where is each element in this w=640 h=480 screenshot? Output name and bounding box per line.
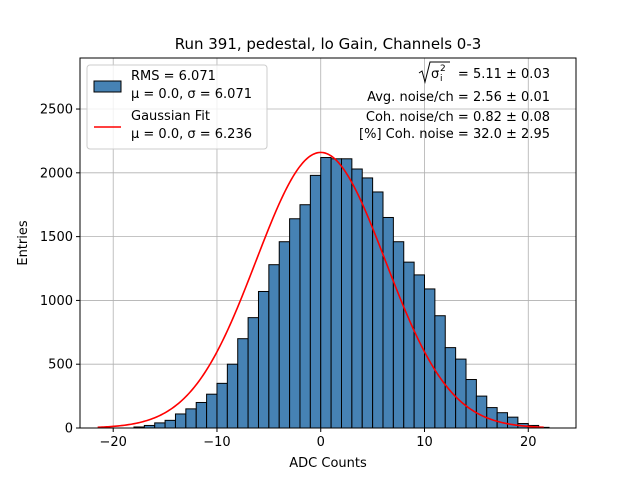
histogram-bar xyxy=(154,422,166,429)
legend: RMS = 6.071 μ = 0.0, σ = 6.071 Gaussian … xyxy=(86,64,268,150)
avg-noise-text: Avg. noise/ch = 2.56 ± 0.01 xyxy=(367,90,550,105)
sigma-symbol: σ xyxy=(431,67,439,82)
y-tick-label: 2500 xyxy=(40,103,73,118)
legend-frame xyxy=(86,64,268,150)
histogram-bar xyxy=(382,216,394,429)
histogram-bar xyxy=(403,261,415,429)
y-tick-label: 0 xyxy=(65,422,73,437)
pct-coh-noise-text: [%] Coh. noise = 32.0 ± 2.95 xyxy=(359,127,550,142)
y-axis-ticks: 0 500 1000 1500 2000 2500 xyxy=(40,103,80,437)
plot-frame xyxy=(79,57,577,429)
y-tick-label: 1000 xyxy=(40,294,73,309)
x-axis-ticks: −20 −10 0 10 20 xyxy=(99,428,537,450)
legend-patch-histogram xyxy=(93,80,122,93)
x-tick-label: 0 xyxy=(317,435,325,450)
chart-title: Run 391, pedestal, lo Gain, Channels 0-3 xyxy=(175,35,482,53)
noise-statistics: σ 2 i = 5.11 ± 0.03 Avg. noise/ch = 2.56… xyxy=(359,61,550,142)
histogram-bar xyxy=(351,168,363,429)
x-axis-label: ADC Counts xyxy=(289,456,367,471)
legend-fit-line2: μ = 0.0, σ = 6.236 xyxy=(131,127,252,142)
histogram-bar xyxy=(289,218,301,429)
histogram-bar xyxy=(299,204,311,429)
y-tick-label: 2000 xyxy=(40,166,73,181)
x-tick-label: 20 xyxy=(520,435,537,450)
legend-fit-line1: Gaussian Fit xyxy=(131,109,210,124)
histogram-bar xyxy=(475,395,488,429)
x-tick-label: 10 xyxy=(416,435,433,450)
y-tick-label: 1500 xyxy=(40,230,73,245)
histogram-bar xyxy=(278,241,291,429)
sigma-superscript: 2 xyxy=(440,64,446,74)
histogram-bar xyxy=(185,408,197,429)
histogram-bar xyxy=(340,158,353,429)
histogram-bar xyxy=(195,401,208,429)
x-tick-label: −20 xyxy=(99,435,126,450)
histogram-bar xyxy=(206,393,218,429)
histogram-bar xyxy=(309,174,322,429)
histogram-bar xyxy=(455,358,467,429)
legend-histogram-line2: μ = 0.0, σ = 6.071 xyxy=(131,87,252,102)
coh-noise-text: Coh. noise/ch = 0.82 ± 0.08 xyxy=(366,110,550,125)
histogram-bar xyxy=(247,317,259,429)
gaussian-fit-curve xyxy=(97,151,544,429)
histogram-bar xyxy=(424,288,436,429)
sqrt-sigma-annotation: σ 2 i = 5.11 ± 0.03 xyxy=(418,61,550,84)
histogram-bar xyxy=(413,274,426,429)
histogram-bar xyxy=(268,264,280,429)
legend-histogram-line1: RMS = 6.071 xyxy=(131,69,216,84)
histogram-bar xyxy=(174,413,187,429)
histogram-bar xyxy=(320,157,332,429)
histogram-bar xyxy=(507,416,519,429)
histogram-bar xyxy=(330,158,342,429)
histogram-bar xyxy=(226,363,239,429)
histogram-bar xyxy=(164,419,176,429)
histogram-bar xyxy=(496,412,509,429)
sigma-subscript: i xyxy=(440,74,443,84)
histogram-bar xyxy=(465,379,477,429)
y-tick-label: 500 xyxy=(48,358,73,373)
sqrt-sigma-value: = 5.11 ± 0.03 xyxy=(454,67,550,82)
histogram-bar xyxy=(372,191,384,429)
y-axis-label: Entries xyxy=(16,220,31,266)
histogram-bar xyxy=(257,290,270,429)
histogram-bar xyxy=(392,241,405,429)
sqrt-symbol-icon xyxy=(418,61,450,84)
x-tick-label: −10 xyxy=(203,435,230,450)
histogram-bar xyxy=(216,382,228,429)
histogram-bar xyxy=(237,338,249,429)
